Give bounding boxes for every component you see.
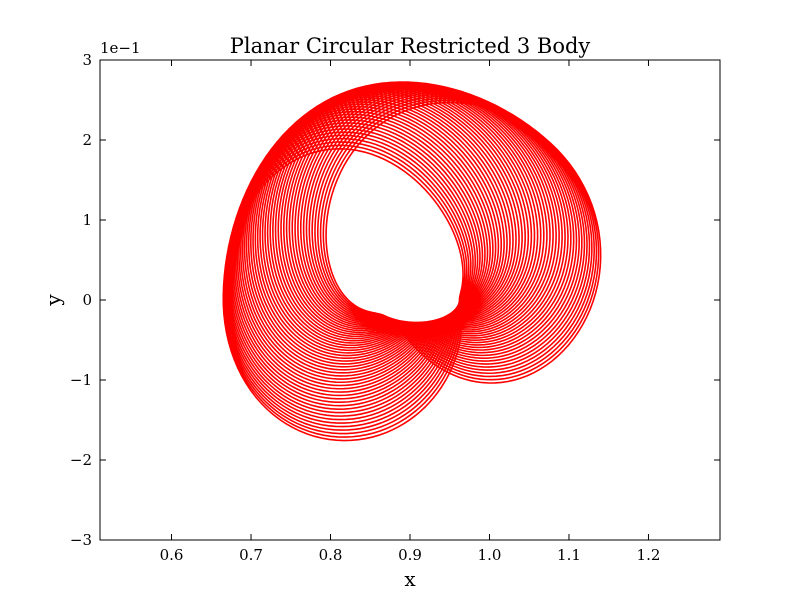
x-tick-label: 0.8 — [319, 546, 343, 564]
y-tick-label: 2 — [82, 131, 92, 149]
y-tick-label: 3 — [82, 51, 92, 69]
y-tick-label: −3 — [70, 531, 92, 549]
y-tick-label: −2 — [70, 451, 92, 469]
x-tick-label: 0.9 — [398, 546, 422, 564]
y-tick-label: −1 — [70, 371, 92, 389]
x-tick-label: 0.7 — [239, 546, 263, 564]
x-tick-label: 1.2 — [637, 546, 661, 564]
x-axis-label: x — [404, 567, 416, 591]
chart-title: Planar Circular Restricted 3 Body — [230, 34, 591, 58]
x-tick-label: 0.6 — [160, 546, 184, 564]
x-tick-label: 1.1 — [557, 546, 581, 564]
y-tick-label: 0 — [82, 291, 92, 309]
x-tick-label: 1.0 — [478, 546, 502, 564]
y-offset-label: 1e−1 — [100, 39, 141, 57]
y-tick-label: 1 — [82, 211, 92, 229]
y-axis-label: y — [41, 294, 65, 307]
